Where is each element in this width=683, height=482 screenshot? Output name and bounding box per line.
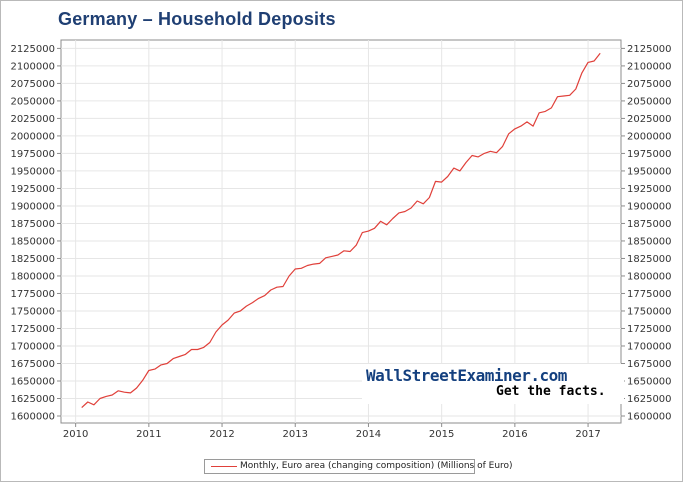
y-tick-label: 1700000 bbox=[627, 341, 672, 352]
y-tick-label: 2100000 bbox=[627, 61, 672, 72]
y-tick-label: 1975000 bbox=[10, 149, 55, 160]
watermark: WallStreetExaminer.com Get the facts. bbox=[362, 364, 624, 404]
series-layer bbox=[81, 52, 601, 409]
x-tick-label: 2014 bbox=[356, 429, 381, 440]
gridlines bbox=[61, 40, 621, 423]
y-tick-label: 1625000 bbox=[627, 394, 672, 405]
y-tick-label: 2000000 bbox=[10, 131, 55, 142]
y-tick-label: 2025000 bbox=[10, 114, 55, 125]
y-tick-label: 1975000 bbox=[627, 149, 672, 160]
y-tick-label: 1600000 bbox=[10, 411, 55, 422]
y-tick-label: 2125000 bbox=[627, 44, 672, 55]
legend-label: Monthly, Euro area (changing composition… bbox=[240, 461, 513, 471]
y-tick-label: 1850000 bbox=[627, 236, 672, 247]
y-axis-right: 1600000 1625000 1650000 1675000 1700000 17250… bbox=[621, 44, 672, 422]
y-tick-label: 1650000 bbox=[10, 376, 55, 387]
y-tick-label: 2075000 bbox=[627, 79, 672, 90]
y-tick-label: 1800000 bbox=[627, 271, 672, 282]
y-tick-label: 2000000 bbox=[627, 131, 672, 142]
y-tick-label: 1925000 bbox=[10, 184, 55, 195]
x-tick-label: 2016 bbox=[502, 429, 527, 440]
y-axis-left: 1600000 1625000 1650000 1675000 1700000 17250… bbox=[10, 44, 61, 422]
legend-swatch bbox=[211, 466, 237, 467]
y-tick-label: 1725000 bbox=[627, 324, 672, 335]
y-tick-label: 1850000 bbox=[10, 236, 55, 247]
plot-area bbox=[60, 39, 622, 424]
y-tick-label: 1750000 bbox=[10, 306, 55, 317]
watermark-site: WallStreetExaminer.com bbox=[366, 366, 567, 385]
y-tick-label: 1675000 bbox=[627, 359, 672, 370]
y-tick-label: 2125000 bbox=[10, 44, 55, 55]
x-tick-label: 2010 bbox=[63, 429, 88, 440]
y-tick-label: 1625000 bbox=[10, 394, 55, 405]
y-tick-label: 1775000 bbox=[10, 289, 55, 300]
y-tick-label: 2050000 bbox=[10, 96, 55, 107]
y-tick-label: 1750000 bbox=[627, 306, 672, 317]
y-tick-label: 1675000 bbox=[10, 359, 55, 370]
y-tick-label: 1725000 bbox=[10, 324, 55, 335]
series-line bbox=[81, 52, 601, 409]
x-tick-label: 2011 bbox=[136, 429, 161, 440]
legend: Monthly, Euro area (changing composition… bbox=[204, 459, 513, 474]
x-tick-label: 2017 bbox=[575, 429, 600, 440]
y-tick-label: 1950000 bbox=[10, 166, 55, 177]
y-tick-label: 1950000 bbox=[627, 166, 672, 177]
y-tick-label: 1925000 bbox=[627, 184, 672, 195]
watermark-tagline: Get the facts. bbox=[496, 384, 606, 399]
y-tick-label: 1875000 bbox=[627, 219, 672, 230]
y-tick-label: 1825000 bbox=[627, 254, 672, 265]
y-tick-label: 1900000 bbox=[10, 201, 55, 212]
y-tick-label: 1900000 bbox=[627, 201, 672, 212]
y-tick-label: 2050000 bbox=[627, 96, 672, 107]
y-tick-label: 1600000 bbox=[627, 411, 672, 422]
y-tick-label: 2075000 bbox=[10, 79, 55, 90]
y-tick-label: 1825000 bbox=[10, 254, 55, 265]
y-tick-label: 1775000 bbox=[627, 289, 672, 300]
y-tick-label: 1800000 bbox=[10, 271, 55, 282]
chart-title: Germany – Household Deposits bbox=[58, 9, 336, 29]
y-tick-label: 1700000 bbox=[10, 341, 55, 352]
y-tick-label: 1650000 bbox=[627, 376, 672, 387]
y-tick-label: 1875000 bbox=[10, 219, 55, 230]
y-tick-label: 2100000 bbox=[10, 61, 55, 72]
x-tick-label: 2012 bbox=[209, 429, 234, 440]
x-axis: 2010 2011 2012 2013 2014 2015 2016 2017 bbox=[63, 423, 601, 440]
x-tick-label: 2015 bbox=[429, 429, 454, 440]
y-tick-label: 2025000 bbox=[627, 114, 672, 125]
x-tick-label: 2013 bbox=[283, 429, 308, 440]
